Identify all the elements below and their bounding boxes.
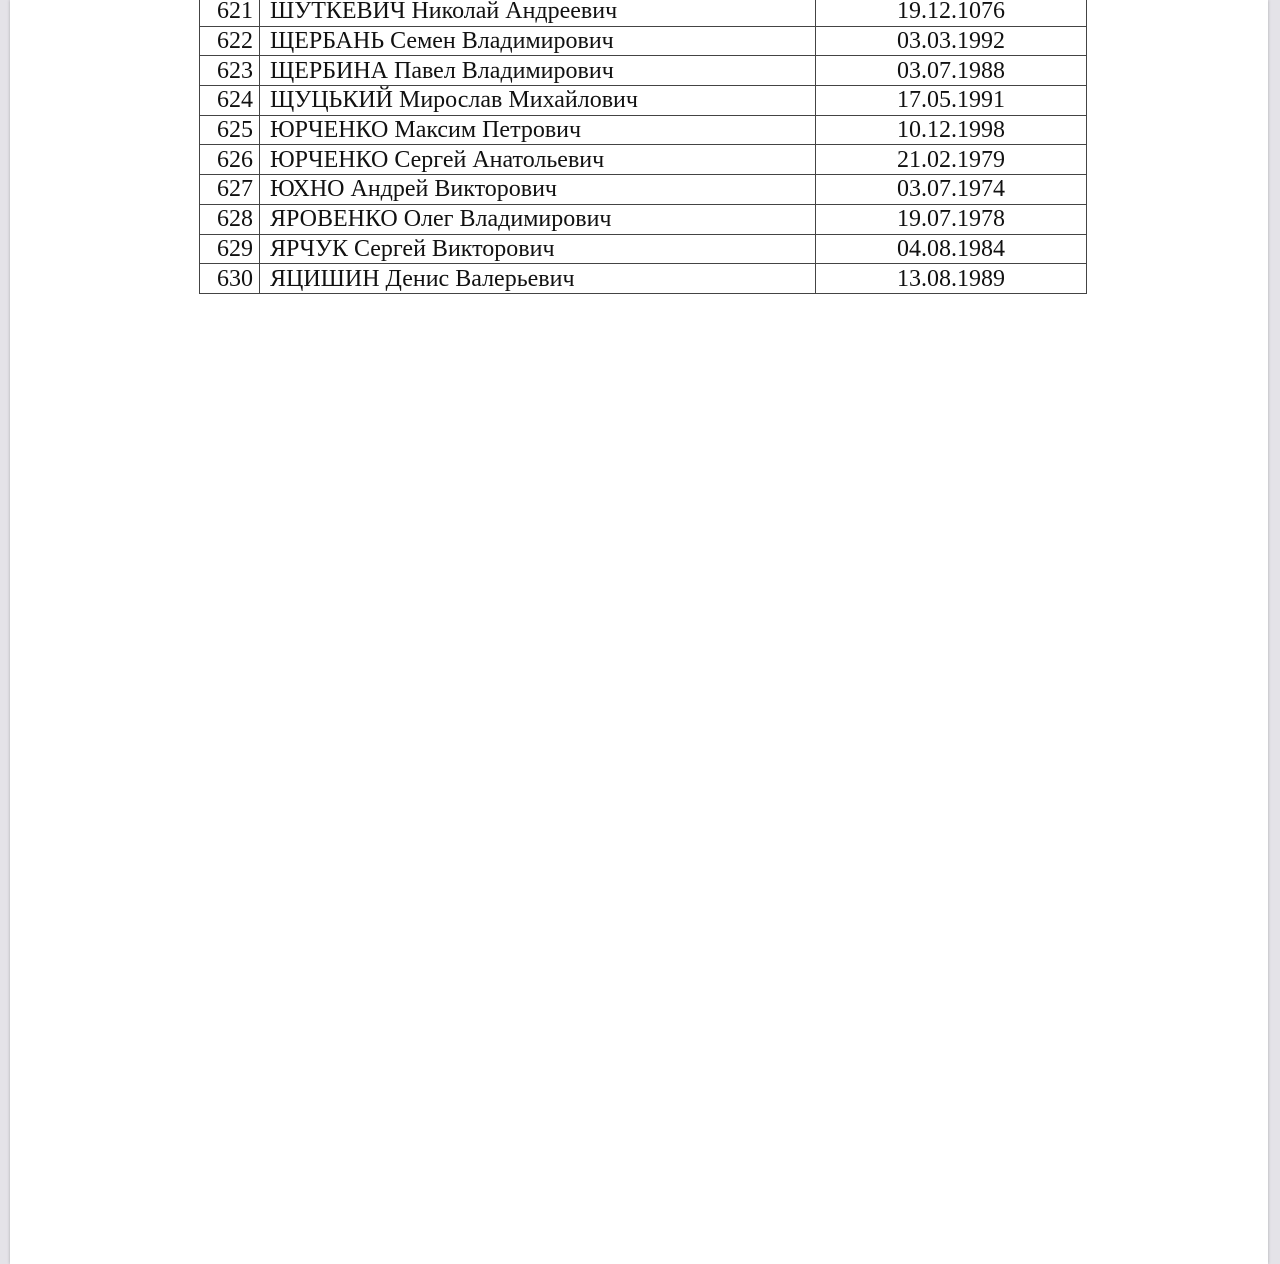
- birth-date: 04.08.1984: [815, 233, 1087, 265]
- row-number: 630: [199, 263, 260, 294]
- row-number: 626: [199, 144, 260, 176]
- birth-date: 03.03.1992: [815, 25, 1087, 57]
- table-row: 627 ЮХНО Андрей Викторович 03.07.1974: [199, 174, 1087, 205]
- person-name: ЮРЧЕНКО Сергей Анатольевич: [259, 144, 816, 176]
- table-row: 629 ЯРЧУК Сергей Викторович 04.08.1984: [199, 233, 1087, 265]
- person-name: ЮРЧЕНКО Максим Петрович: [259, 114, 816, 146]
- table-row: 621 ШУТКЕВИЧ Николай Андреевич 19.12.1076: [199, 0, 1087, 27]
- birth-date: 19.12.1076: [815, 0, 1087, 27]
- row-number: 623: [199, 55, 260, 87]
- table-row: 623 ЩЕРБИНА Павел Владимирович 03.07.1988: [199, 55, 1087, 87]
- birth-date: 19.07.1978: [815, 203, 1087, 235]
- row-number: 622: [199, 25, 260, 57]
- person-name: ЯЦИШИН Денис Валерьевич: [259, 263, 816, 294]
- row-number: 621: [199, 0, 260, 27]
- document-page: 621 ШУТКЕВИЧ Николай Андреевич 19.12.1076 6…: [10, 0, 1268, 1264]
- table-row: 625 ЮРЧЕНКО Максим Петрович 10.12.1998: [199, 114, 1087, 146]
- birth-date: 03.07.1988: [815, 55, 1087, 87]
- table-row: 624 ЩУЦЬКИЙ Мирослав Михайлович 17.05.1991: [199, 85, 1087, 116]
- row-number: 625: [199, 114, 260, 146]
- person-name: ЯРОВЕНКО Олег Владимирович: [259, 203, 816, 235]
- row-number: 629: [199, 233, 260, 265]
- birth-date: 21.02.1979: [815, 144, 1087, 176]
- birth-date: 17.05.1991: [815, 85, 1087, 116]
- birth-date: 03.07.1974: [815, 174, 1087, 205]
- person-name: ЩЕРБИНА Павел Владимирович: [259, 55, 816, 87]
- birth-date: 10.12.1998: [815, 114, 1087, 146]
- person-name: ШУТКЕВИЧ Николай Андреевич: [259, 0, 816, 27]
- persons-table: 621 ШУТКЕВИЧ Николай Андреевич 19.12.1076 6…: [199, 0, 1087, 294]
- row-number: 627: [199, 174, 260, 205]
- table-row: 628 ЯРОВЕНКО Олег Владимирович 19.07.1978: [199, 203, 1087, 235]
- birth-date: 13.08.1989: [815, 263, 1087, 294]
- row-number: 628: [199, 203, 260, 235]
- table-row: 626 ЮРЧЕНКО Сергей Анатольевич 21.02.1979: [199, 144, 1087, 176]
- person-name: ЩУЦЬКИЙ Мирослав Михайлович: [259, 85, 816, 116]
- row-number: 624: [199, 85, 260, 116]
- person-name: ЯРЧУК Сергей Викторович: [259, 233, 816, 265]
- person-name: ЩЕРБАНЬ Семен Владимирович: [259, 25, 816, 57]
- table-row: 622 ЩЕРБАНЬ Семен Владимирович 03.03.1992: [199, 25, 1087, 57]
- person-name: ЮХНО Андрей Викторович: [259, 174, 816, 205]
- table-row: 630 ЯЦИШИН Денис Валерьевич 13.08.1989: [199, 263, 1087, 294]
